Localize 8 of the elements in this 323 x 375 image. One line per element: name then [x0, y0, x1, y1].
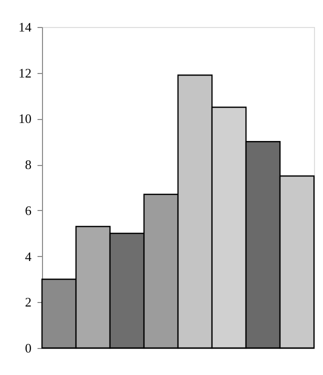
y-tick-label: 14	[18, 20, 32, 34]
y-tick-label: 12	[18, 65, 32, 80]
y-tick-label: 2	[25, 294, 32, 310]
y-tick-label: 8	[25, 157, 32, 172]
y-tick-label: 0	[25, 340, 32, 356]
y-tick-label: 10	[18, 111, 32, 126]
y-tick-label: 6	[25, 202, 32, 218]
y-tick-label: 4	[25, 248, 32, 264]
